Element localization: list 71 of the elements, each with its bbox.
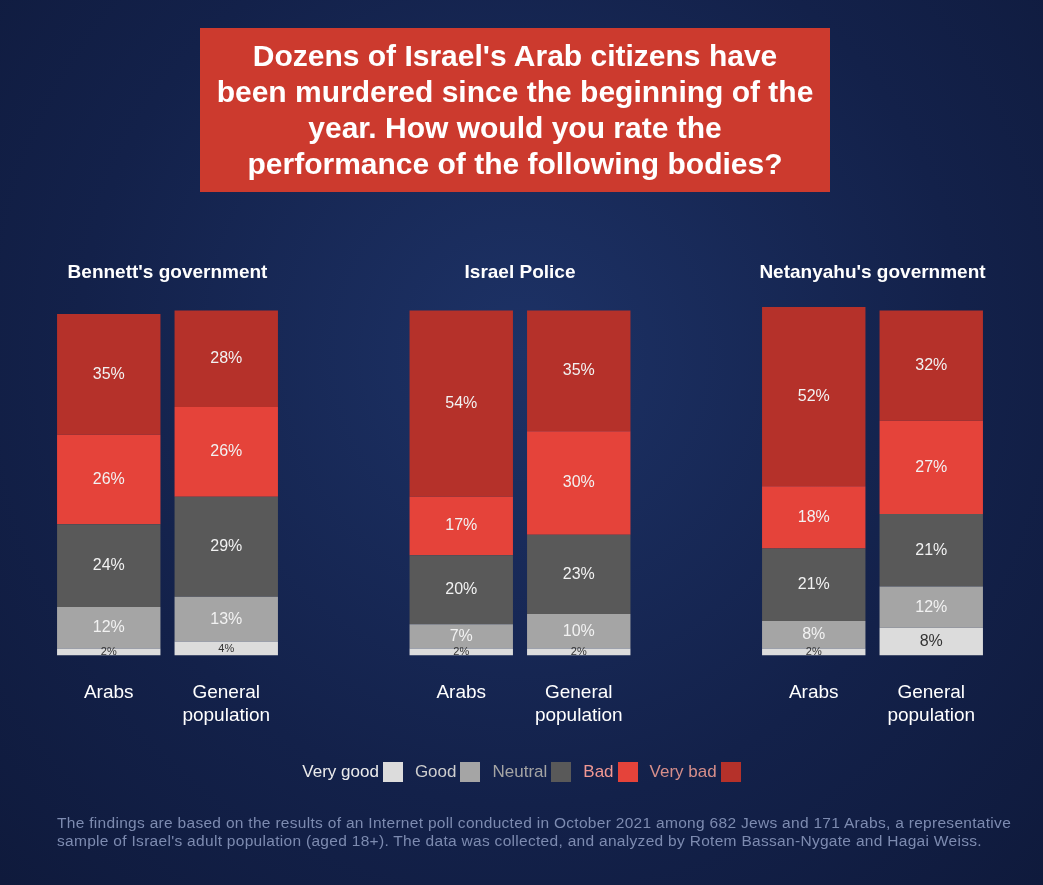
bar <box>879 627 983 656</box>
legend-label: Bad <box>583 762 614 782</box>
legend-label: Good <box>414 762 457 782</box>
legend-label: Neutral <box>492 762 548 782</box>
x-tick-label: Arabs <box>436 681 487 703</box>
data-label: 13% <box>210 609 243 627</box>
data-label: 21% <box>797 575 830 593</box>
bar <box>409 555 513 625</box>
x-tick-label: General population <box>887 681 976 725</box>
bar <box>57 313 161 435</box>
data-label: 2% <box>100 644 117 657</box>
text: Israel Police <box>464 261 576 283</box>
data-label: 20% <box>445 580 478 598</box>
bar <box>57 434 161 525</box>
chart-title: Dozens of Israel's Arab citizens have been murdered since the beginning of the year. How would you rate the performance of the following bodies? <box>200 28 830 192</box>
bar <box>527 614 631 649</box>
bar <box>762 486 866 549</box>
bar <box>879 513 983 587</box>
bar <box>527 431 631 535</box>
data-label: 27% <box>915 457 948 475</box>
bar <box>879 586 983 628</box>
data-label: 26% <box>210 442 243 460</box>
data-label: 18% <box>797 507 830 525</box>
bar <box>174 310 278 408</box>
data-label: 52% <box>797 387 830 405</box>
data-label: 24% <box>92 556 125 574</box>
data-label: 12% <box>92 618 125 636</box>
x-tick-label: Arabs <box>788 681 839 703</box>
data-label: 30% <box>562 473 595 491</box>
bar <box>174 496 278 597</box>
data-label: 29% <box>210 537 243 555</box>
bar <box>762 620 866 649</box>
data-label: 28% <box>210 349 243 367</box>
data-label: 54% <box>445 393 478 411</box>
data-label: 35% <box>92 364 125 382</box>
bar <box>57 524 161 608</box>
bar <box>409 496 513 556</box>
data-label: 17% <box>445 516 478 534</box>
data-label: 12% <box>915 597 948 615</box>
data-label: 8% <box>919 632 943 650</box>
data-label: 4% <box>218 641 235 654</box>
bar <box>174 596 278 642</box>
bar <box>762 548 866 621</box>
bar <box>527 534 631 615</box>
data-label: 7% <box>449 626 473 644</box>
data-label: 23% <box>562 564 595 582</box>
bar <box>879 310 983 421</box>
bar <box>527 310 631 432</box>
x-tick-label: Arabs <box>83 681 134 703</box>
text: Netanyahu's government <box>759 261 987 283</box>
data-label: 2% <box>805 644 822 657</box>
x-tick-label: General population <box>182 681 271 725</box>
legend-label: Very bad <box>649 762 717 782</box>
bar <box>409 310 513 497</box>
bar <box>409 624 513 649</box>
text: The findings are based on the results of an Internet poll conducted in October 2021 among 682 Jews and 171 Arabs, a representative sample of Israel's adult population (aged 18+). The data was collected, and analyzed by Rotem Bassan-Nygate and Hagai Weiss. <box>57 814 1013 850</box>
data-label: 26% <box>92 469 125 487</box>
x-tick-label: General population <box>534 681 623 725</box>
bar <box>57 607 161 649</box>
bar <box>174 407 278 497</box>
data-label: 8% <box>802 625 826 643</box>
data-label: 32% <box>915 356 948 374</box>
data-label: 2% <box>453 644 470 657</box>
data-label: 21% <box>915 540 948 558</box>
data-label: 35% <box>562 361 595 379</box>
bar <box>879 420 983 514</box>
data-label: 10% <box>562 621 595 639</box>
text: Bennett's government <box>67 261 269 283</box>
legend-label: Very good <box>302 762 379 782</box>
bar <box>762 307 866 487</box>
data-label: 2% <box>570 644 587 657</box>
